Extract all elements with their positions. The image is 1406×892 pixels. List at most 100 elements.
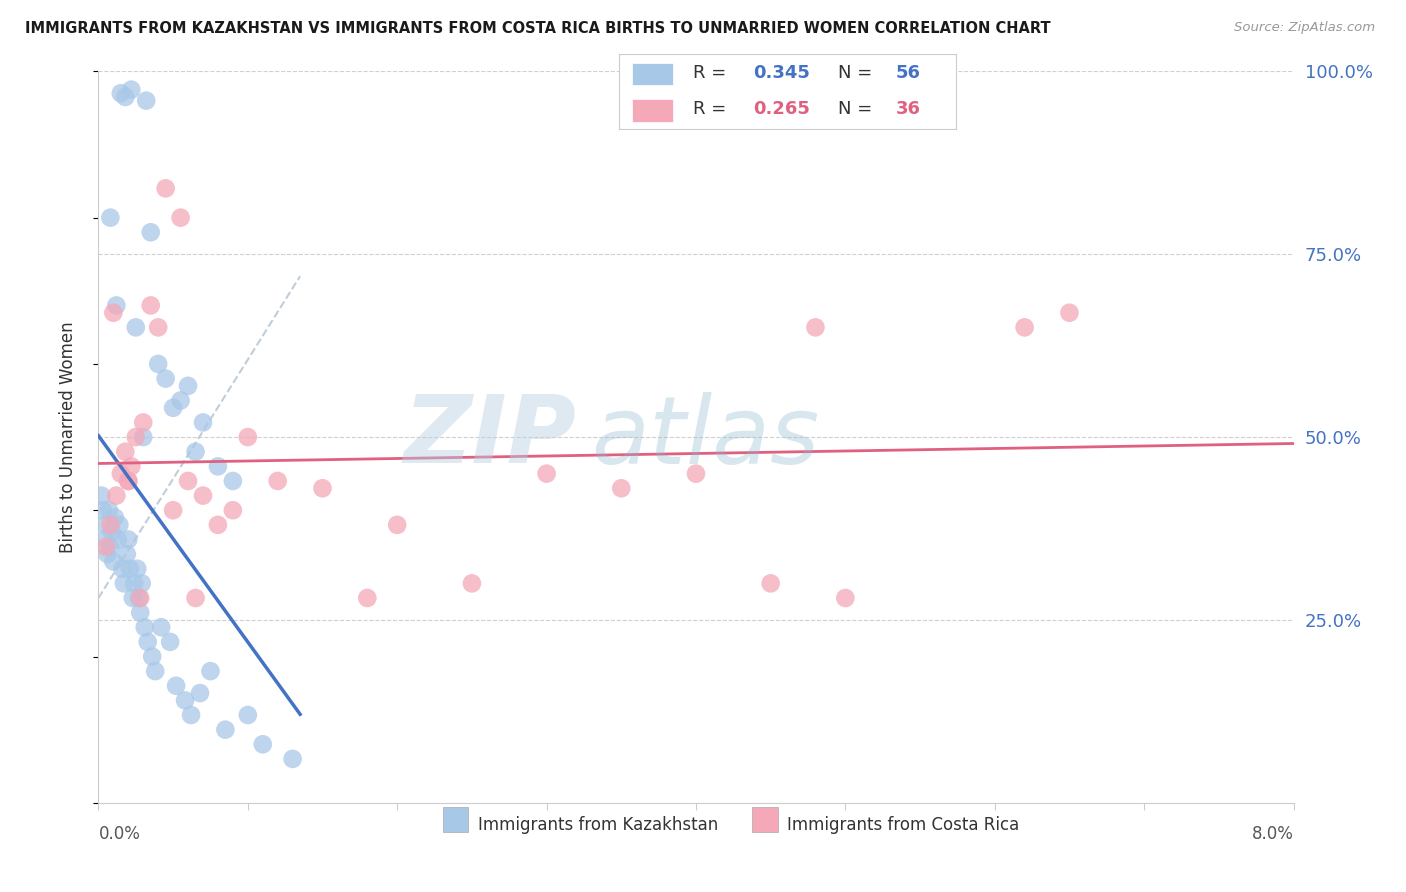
Text: 36: 36: [896, 100, 921, 118]
Point: [169, 393, 191, 408]
Point: [191, 416, 214, 430]
Point: [139, 225, 162, 239]
Point: [117, 533, 139, 547]
Point: [148, 357, 170, 371]
Text: Immigrants from Kazakhstan: Immigrants from Kazakhstan: [478, 816, 718, 834]
Point: [96, 547, 118, 561]
Text: Immigrants from Costa Rica: Immigrants from Costa Rica: [787, 816, 1019, 834]
Point: [125, 430, 148, 444]
Point: [114, 90, 136, 104]
Point: [174, 693, 197, 707]
Point: [685, 467, 707, 481]
Point: [184, 444, 207, 458]
Text: IMMIGRANTS FROM KAZAKHSTAN VS IMMIGRANTS FROM COSTA RICA BIRTHS TO UNMARRIED WOM: IMMIGRANTS FROM KAZAKHSTAN VS IMMIGRANTS…: [25, 21, 1050, 36]
Point: [148, 320, 170, 334]
Point: [759, 576, 782, 591]
Point: [94, 517, 117, 532]
Point: [162, 503, 184, 517]
Point: [207, 459, 229, 474]
Point: [108, 517, 131, 532]
Point: [120, 459, 142, 474]
Point: [1014, 320, 1036, 334]
Text: ZIP: ZIP: [404, 391, 576, 483]
Point: [139, 298, 162, 312]
Text: Source: ZipAtlas.com: Source: ZipAtlas.com: [1234, 21, 1375, 34]
Point: [129, 591, 152, 605]
Point: [214, 723, 236, 737]
Point: [267, 474, 290, 488]
Point: [155, 371, 177, 385]
Point: [94, 540, 117, 554]
Point: [143, 664, 166, 678]
Y-axis label: Births to Unmarried Women: Births to Unmarried Women: [59, 321, 77, 553]
Point: [132, 430, 155, 444]
Point: [90, 489, 112, 503]
Point: [191, 489, 214, 503]
Point: [159, 635, 181, 649]
Point: [110, 467, 132, 481]
Point: [188, 686, 211, 700]
Point: [184, 591, 207, 605]
Point: [461, 576, 484, 591]
Point: [101, 525, 124, 540]
Point: [804, 320, 827, 334]
Point: [1059, 306, 1081, 320]
Point: [222, 503, 245, 517]
Point: [169, 211, 191, 225]
Point: [105, 489, 128, 503]
FancyBboxPatch shape: [633, 62, 672, 86]
Point: [103, 306, 125, 320]
FancyBboxPatch shape: [633, 99, 672, 122]
Point: [98, 211, 122, 225]
Point: [127, 562, 149, 576]
Point: [104, 510, 127, 524]
Point: [128, 591, 150, 605]
Point: [165, 679, 187, 693]
Point: [105, 298, 128, 312]
Point: [141, 649, 163, 664]
Point: [134, 620, 156, 634]
Point: [118, 562, 141, 576]
Point: [107, 533, 129, 547]
Point: [117, 474, 139, 488]
Point: [356, 591, 378, 605]
Point: [125, 320, 148, 334]
Point: [177, 474, 200, 488]
Point: [117, 474, 139, 488]
Point: [162, 401, 184, 415]
Point: [136, 635, 159, 649]
Text: 0.345: 0.345: [754, 63, 810, 81]
Point: [129, 606, 152, 620]
Text: atlas: atlas: [592, 392, 820, 483]
Point: [155, 181, 177, 195]
Point: [150, 620, 173, 634]
Text: R =: R =: [693, 100, 725, 118]
Text: R =: R =: [693, 63, 725, 81]
Point: [536, 467, 558, 481]
Point: [115, 547, 138, 561]
Text: 56: 56: [896, 63, 921, 81]
Point: [311, 481, 333, 495]
Point: [98, 540, 122, 554]
Point: [180, 708, 202, 723]
Point: [110, 87, 132, 101]
Text: 8.0%: 8.0%: [1251, 825, 1294, 843]
Point: [200, 664, 222, 678]
Point: [111, 562, 134, 576]
Point: [207, 517, 229, 532]
Point: [132, 416, 155, 430]
Point: [236, 430, 259, 444]
Text: N =: N =: [838, 100, 872, 118]
Point: [222, 474, 245, 488]
Point: [252, 737, 274, 751]
Text: 0.0%: 0.0%: [98, 825, 141, 843]
Text: N =: N =: [838, 63, 872, 81]
Point: [120, 82, 142, 96]
Point: [93, 533, 115, 547]
Point: [114, 444, 136, 458]
Point: [98, 517, 122, 532]
Point: [834, 591, 856, 605]
Point: [610, 481, 633, 495]
Point: [97, 503, 120, 517]
Point: [236, 708, 259, 723]
